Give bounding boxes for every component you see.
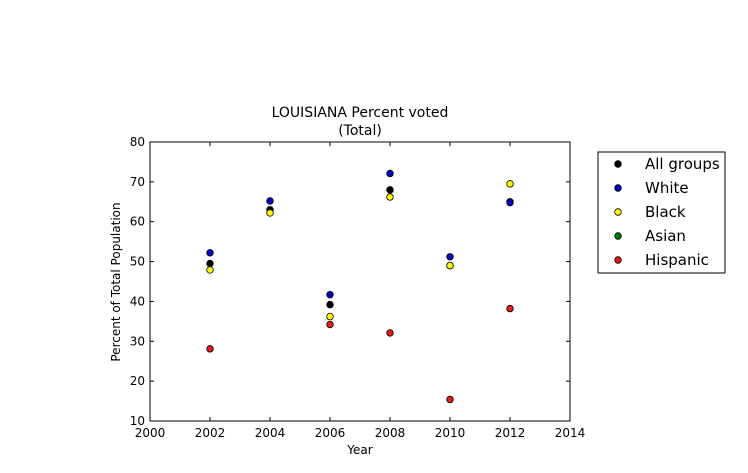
point-all-groups [386,186,394,194]
point-black [206,266,214,274]
legend-marker-white [614,184,622,192]
x-tick-label: 2014 [555,426,586,440]
point-hispanic [326,320,334,329]
point-black [446,261,454,270]
y-axis: 10 20 30 40 50 60 70 80 [130,135,570,428]
legend-marker-black [614,208,622,216]
x-tick-label: 2008 [375,426,406,440]
legend-marker-all-groups [614,160,622,168]
y-tick-label: 10 [130,414,145,428]
x-tick-label: 2012 [495,426,526,440]
point-white [326,290,334,299]
y-tick-label: 20 [130,374,145,388]
legend-label-black: Black [645,203,686,221]
y-tick-label: 60 [130,215,145,229]
plot-area [149,141,571,422]
legend-marker-asian [614,232,622,240]
x-tick-label: 2004 [255,426,286,440]
point-black [326,312,334,321]
y-axis-label: Percent of Total Population [109,202,123,361]
chart-subtitle: (Total) [338,123,382,139]
point-white [506,198,514,207]
point-white [386,169,394,178]
y-tick-label: 30 [130,334,145,348]
x-tick-label: 2010 [435,426,466,440]
x-axis: 2000 2002 2004 2006 2008 2010 2012 2014 [135,142,586,440]
point-black [506,180,514,188]
x-axis-label: Year [346,443,372,457]
chart-title: LOUISIANA Percent voted [272,105,449,121]
y-tick-label: 40 [130,294,145,308]
legend: All groups White Black Asian Hispanic [597,151,726,274]
point-all-groups [206,259,214,268]
point-black [266,209,274,217]
data-points [206,169,514,404]
point-hispanic [386,329,394,337]
y-tick-label: 50 [130,255,145,269]
point-all-groups [326,300,334,309]
y-tick-label: 70 [130,175,145,189]
y-tick-label: 80 [130,135,145,149]
point-white [206,249,214,257]
point-white [266,197,274,205]
legend-marker-hispanic [614,256,622,264]
point-hispanic [506,304,514,313]
legend-label-white: White [645,179,689,197]
x-tick-label: 2002 [195,426,226,440]
point-hispanic [446,395,454,404]
legend-label-all-groups: All groups [645,155,720,173]
x-tick-label: 2006 [315,426,346,440]
point-white [446,253,454,261]
legend-label-hispanic: Hispanic [645,251,709,269]
legend-label-asian: Asian [645,227,686,245]
point-hispanic [206,345,214,353]
x-tick-label: 2000 [135,426,166,440]
point-black [386,193,394,201]
